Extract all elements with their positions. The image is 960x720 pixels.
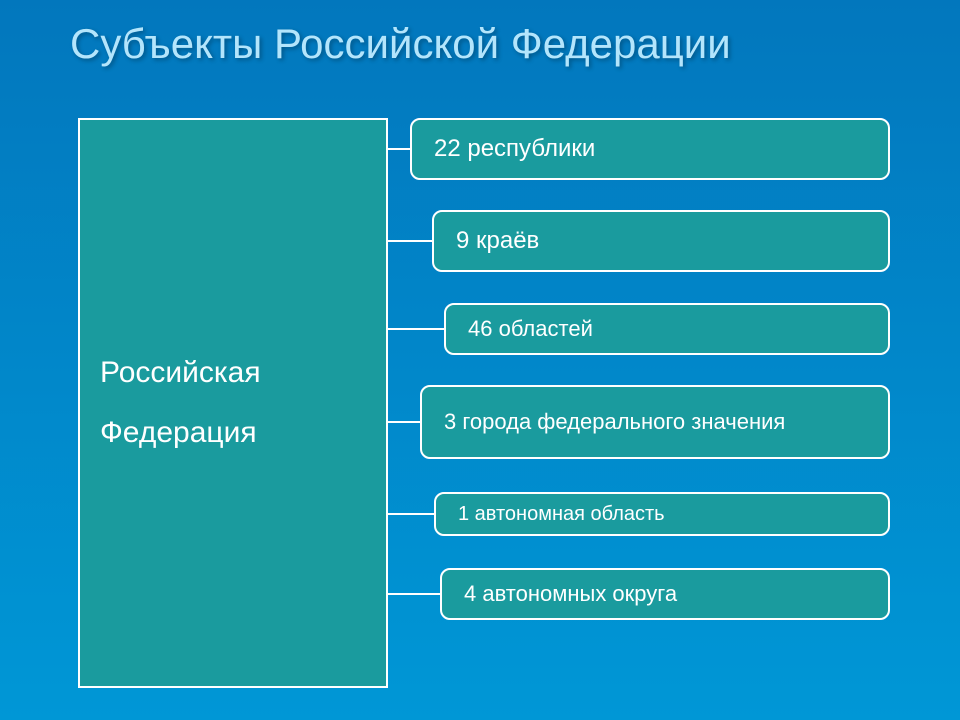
item-box: 3 города федерального значения (420, 385, 890, 459)
item-box: 4 автономных округа (440, 568, 890, 620)
item-label: 4 автономных округа (464, 581, 677, 607)
item-label: 9 краёв (456, 227, 539, 255)
main-box: Российская Федерация (78, 118, 388, 688)
item-box: 1 автономная область (434, 492, 890, 536)
item-label: 46 областей (468, 316, 593, 342)
slide-title: Субъекты Российской Федерации (70, 20, 731, 68)
main-box-line1: Российская (100, 343, 386, 403)
item-label: 1 автономная область (458, 503, 665, 526)
main-box-line2: Федерация (100, 403, 386, 463)
item-box: 46 областей (444, 303, 890, 355)
slide-background: Субъекты Российской Федерации Российская… (0, 0, 960, 720)
item-box: 9 краёв (432, 210, 890, 272)
item-box: 22 республики (410, 118, 890, 180)
item-label: 22 республики (434, 135, 595, 163)
item-label: 3 города федерального значения (444, 409, 785, 435)
